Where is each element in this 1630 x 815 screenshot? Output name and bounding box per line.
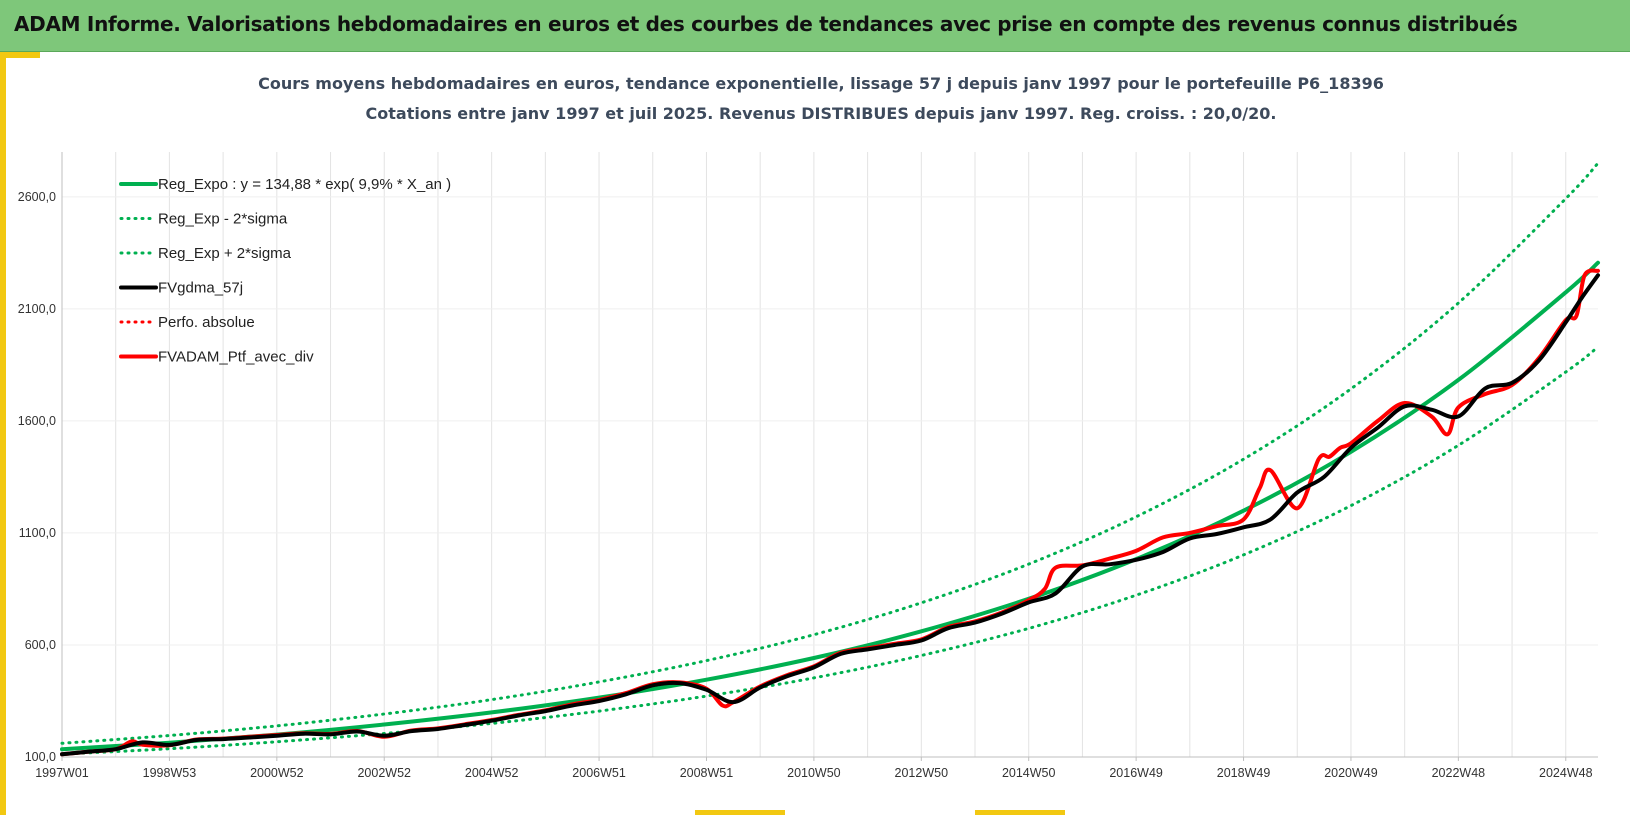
series-line-5 [60, 268, 1600, 757]
x-tick-label: 2016W49 [1109, 766, 1163, 780]
y-tick-label: 1100,0 [19, 526, 56, 540]
chart-title-line-2: Cotations entre janv 1997 et juil 2025. … [366, 104, 1277, 123]
series-lines [60, 161, 1600, 757]
y-tick-label: 100,0 [25, 750, 56, 764]
series-line-3 [60, 273, 1600, 757]
x-tick-label: 2006W51 [572, 766, 626, 780]
x-tick-label: 2000W52 [250, 766, 304, 780]
legend-label-5: FVADAM_Ptf_avec_div [158, 349, 314, 366]
y-tick-label: 2100,0 [18, 302, 56, 316]
legend-label-0: Reg_Expo : y = 134,88 * exp( 9,9% * X_an… [158, 176, 451, 193]
series-line-0 [60, 260, 1600, 752]
axes: 100,0 600,0 1100,0 1600,0 2100,0 2600,0 1997W0… [18, 152, 1598, 780]
legend-label-3: FVgdma_57j [158, 280, 243, 297]
series-line-1 [60, 345, 1600, 756]
x-tick-label: 2024W48 [1539, 766, 1593, 780]
x-tick-label: 1998W53 [143, 766, 197, 780]
x-tick-label: 2004W52 [465, 766, 519, 780]
y-tick-label: 600,0 [25, 638, 56, 652]
y-tick-label: 2600,0 [18, 190, 56, 204]
legend: Reg_Expo : y = 134,88 * exp( 9,9% * X_an… [119, 176, 451, 366]
accent-bar-left [0, 52, 6, 815]
x-tick-label: 2008W51 [680, 766, 734, 780]
x-tick-label: 2022W48 [1432, 766, 1486, 780]
x-tick-label: 2012W50 [895, 766, 949, 780]
x-tick-label: 2002W52 [357, 766, 411, 780]
series-line-2 [60, 161, 1600, 745]
accent-bar-top-left [0, 52, 40, 58]
grid-lines [62, 152, 1598, 758]
legend-label-1: Reg_Exp - 2*sigma [158, 211, 288, 228]
y-tick-label: 1600,0 [18, 414, 56, 428]
x-tick-label: 2020W49 [1324, 766, 1378, 780]
chart-area: Cours moyens hebdomadaires en euros, ten… [18, 74, 1600, 780]
banner-title: ADAM Informe. Valorisations hebdomadaire… [14, 12, 1518, 36]
x-tick-label: 1997W01 [35, 766, 89, 780]
x-tick-label: 2014W50 [1002, 766, 1056, 780]
x-tick-label: 2010W50 [787, 766, 841, 780]
accent-bar-bottom-1 [695, 810, 785, 815]
legend-label-4: Perfo. absolue [158, 314, 255, 331]
legend-label-2: Reg_Exp + 2*sigma [158, 245, 292, 262]
chart-title-line-1: Cours moyens hebdomadaires en euros, ten… [258, 74, 1384, 93]
x-tick-label: 2018W49 [1217, 766, 1271, 780]
app-banner: ADAM Informe. Valorisations hebdomadaire… [0, 0, 1630, 52]
accent-bar-bottom-2 [975, 810, 1065, 815]
